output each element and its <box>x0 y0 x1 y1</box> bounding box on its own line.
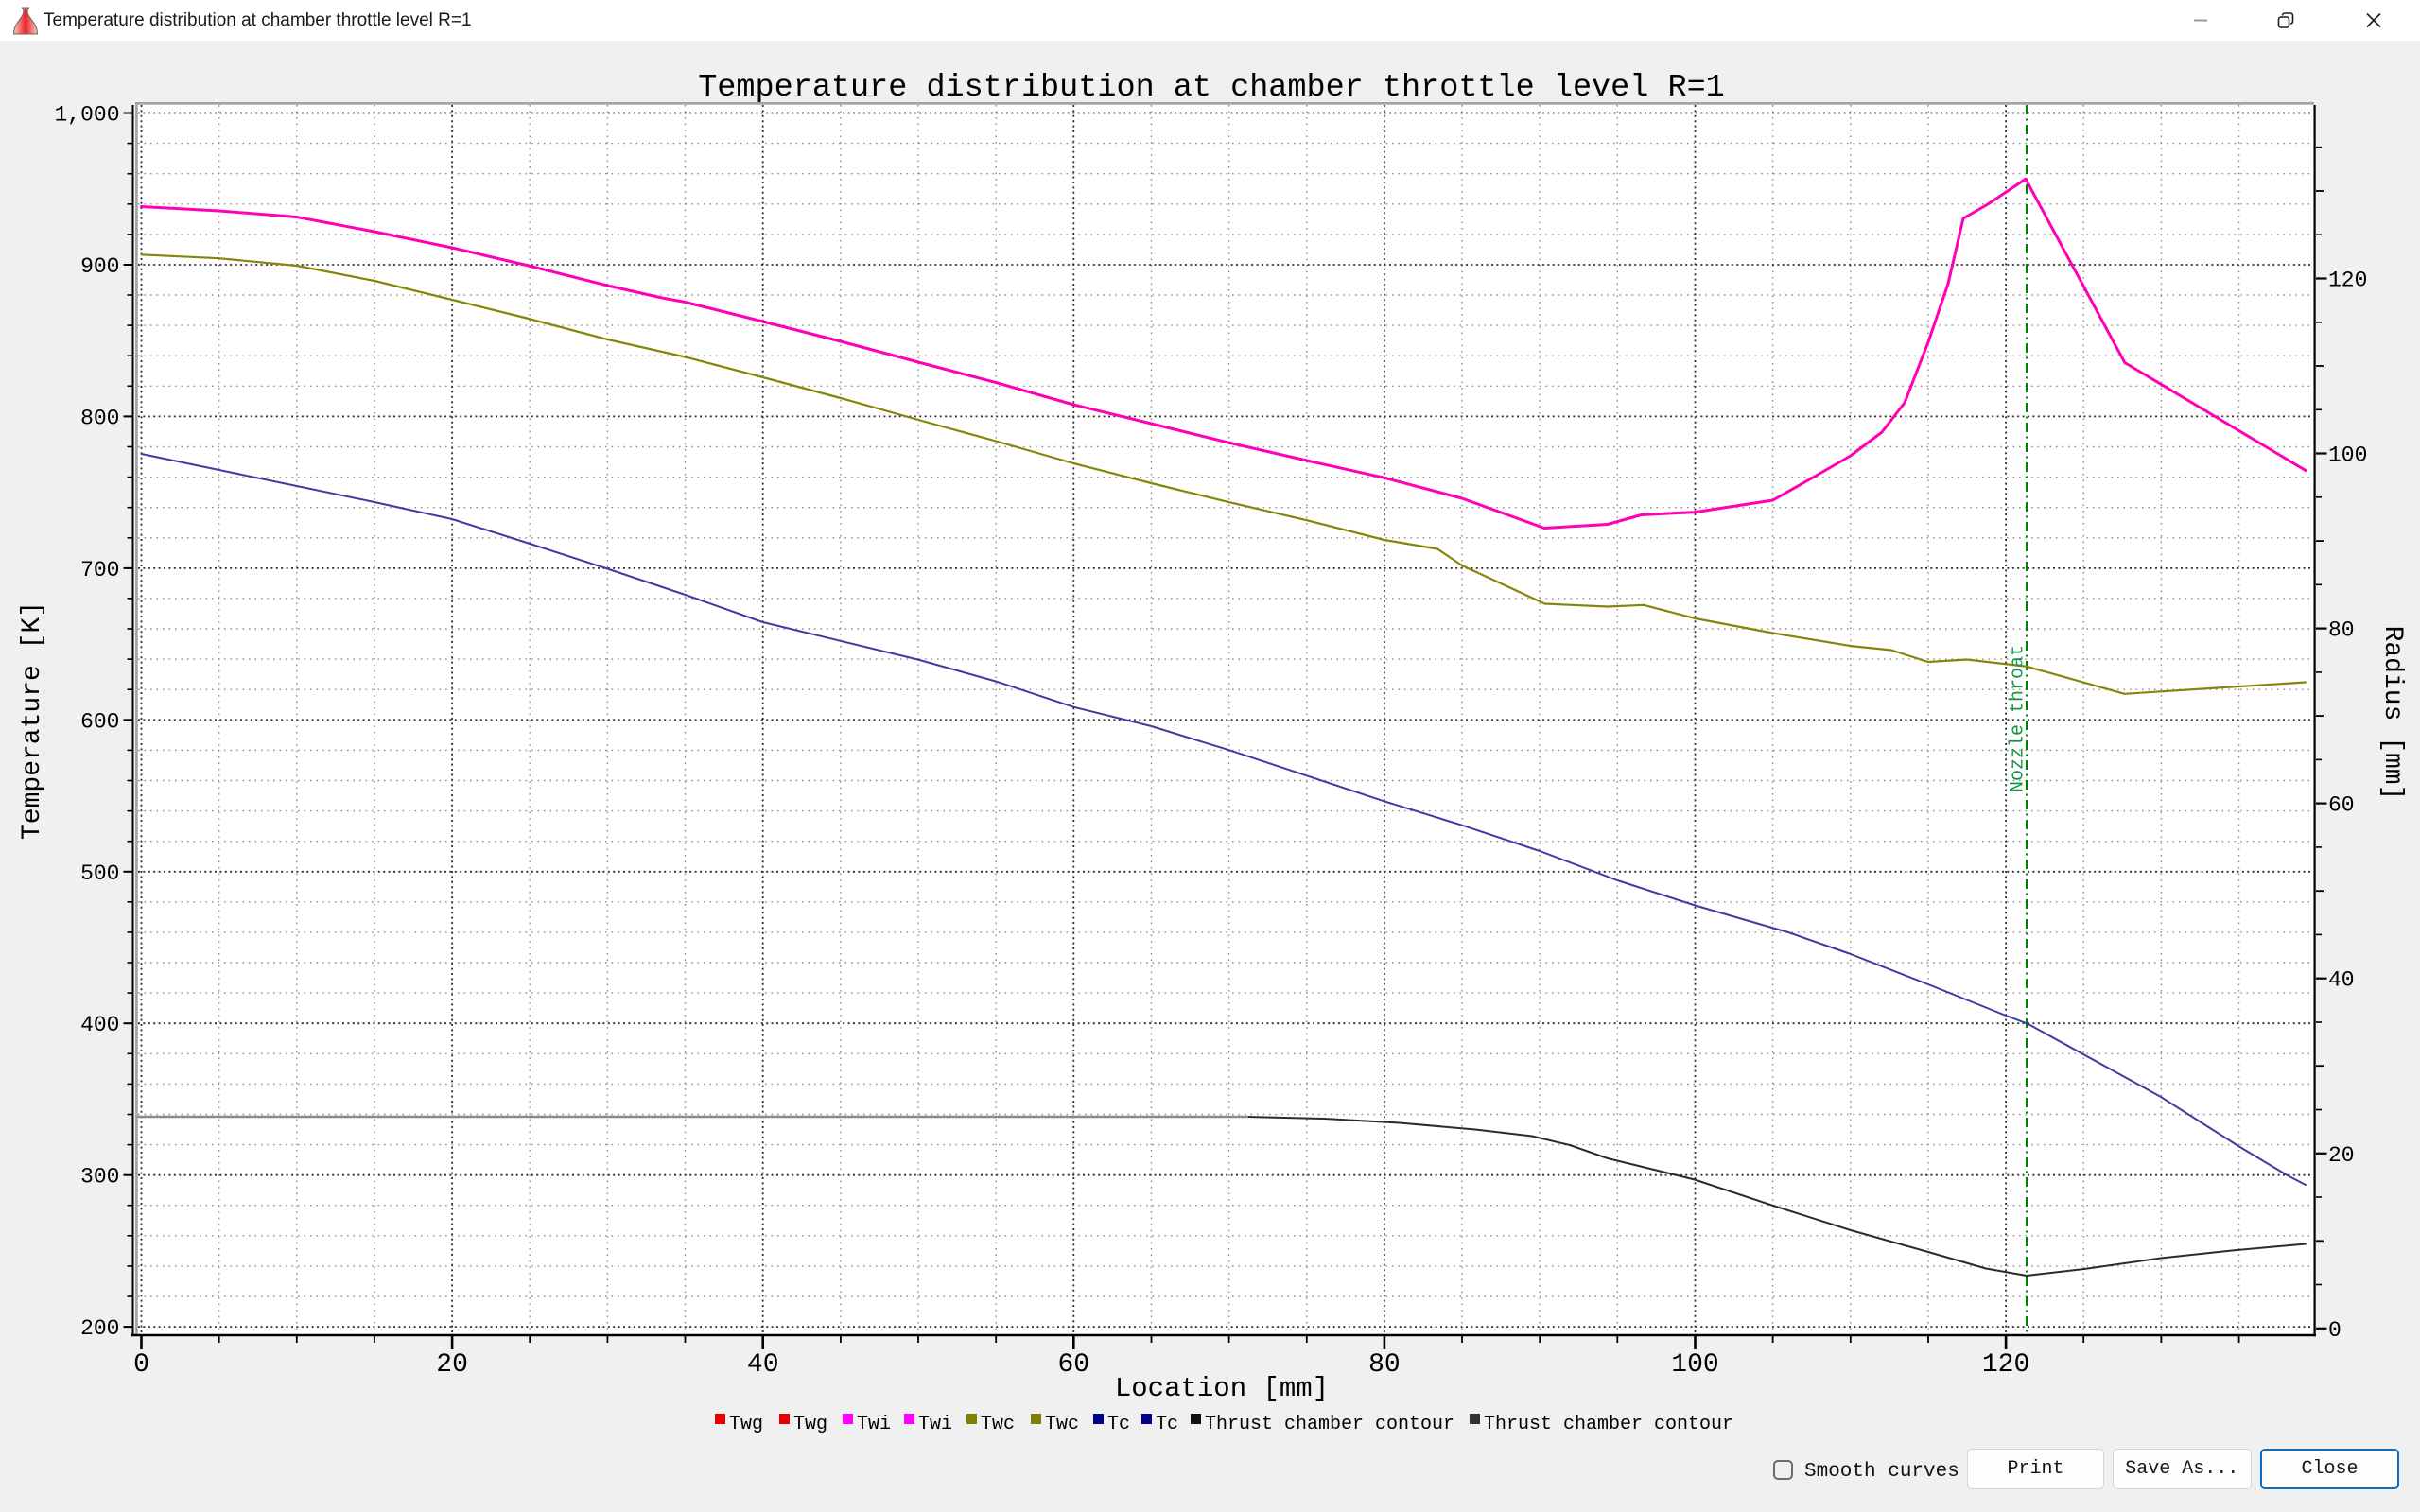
svg-text:80: 80 <box>2328 618 2355 643</box>
svg-text:Nozzle throat: Nozzle throat <box>2008 645 2029 792</box>
svg-text:800: 800 <box>80 406 119 430</box>
svg-text:Twc: Twc <box>981 1414 1015 1435</box>
svg-text:Thrust chamber contour: Thrust chamber contour <box>1484 1414 1733 1435</box>
svg-text:120: 120 <box>2328 269 2367 293</box>
svg-text:Twg: Twg <box>793 1414 827 1435</box>
svg-text:60: 60 <box>1057 1350 1089 1380</box>
svg-text:40: 40 <box>747 1350 779 1380</box>
svg-text:80: 80 <box>1368 1350 1401 1380</box>
svg-text:200: 200 <box>80 1316 119 1341</box>
svg-text:Twi: Twi <box>918 1414 952 1435</box>
svg-text:0: 0 <box>133 1350 149 1380</box>
svg-text:0: 0 <box>2328 1318 2342 1343</box>
svg-text:Twg: Twg <box>729 1414 763 1435</box>
svg-text:20: 20 <box>436 1350 468 1380</box>
svg-text:120: 120 <box>1982 1350 2029 1380</box>
svg-text:Location [mm]: Location [mm] <box>1115 1373 1329 1404</box>
svg-text:Twi: Twi <box>857 1414 891 1435</box>
svg-text:500: 500 <box>80 861 119 886</box>
svg-text:100: 100 <box>1671 1350 1718 1380</box>
svg-text:1,000: 1,000 <box>54 103 119 128</box>
svg-text:40: 40 <box>2328 968 2355 993</box>
svg-text:700: 700 <box>80 558 119 582</box>
svg-text:Twc: Twc <box>1045 1414 1079 1435</box>
svg-text:60: 60 <box>2328 793 2355 818</box>
svg-text:Radius [mm]: Radius [mm] <box>2377 626 2407 801</box>
svg-text:Temperature distribution at ch: Temperature distribution at chamber thro… <box>698 70 1725 106</box>
svg-text:Tc: Tc <box>1156 1414 1178 1435</box>
svg-text:Temperature [K]: Temperature [K] <box>18 601 47 840</box>
svg-text:20: 20 <box>2328 1143 2355 1168</box>
svg-text:600: 600 <box>80 709 119 734</box>
svg-text:300: 300 <box>80 1165 119 1190</box>
svg-text:Tc: Tc <box>1107 1414 1130 1435</box>
svg-text:Thrust chamber contour: Thrust chamber contour <box>1205 1414 1454 1435</box>
svg-text:400: 400 <box>80 1013 119 1037</box>
svg-text:900: 900 <box>80 254 119 279</box>
svg-text:100: 100 <box>2328 443 2367 468</box>
